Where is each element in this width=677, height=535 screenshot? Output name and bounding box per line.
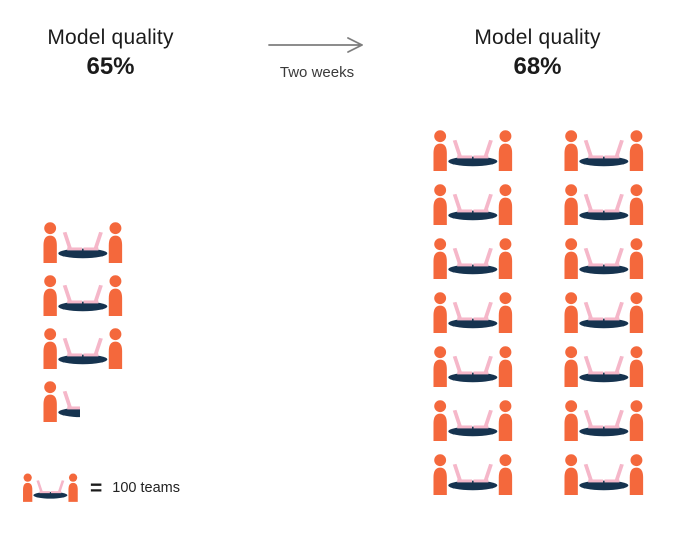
team-icon	[432, 398, 516, 444]
team-icon-partial	[42, 379, 80, 425]
arrow-label: Two weeks	[279, 64, 355, 81]
team-icon	[563, 344, 647, 390]
left-quality-value: 65%	[86, 53, 135, 80]
team-icon	[432, 128, 516, 174]
transition-block: Two weeks	[263, 36, 371, 81]
legend-label: 100 teams	[112, 480, 180, 496]
team-icon	[563, 236, 647, 282]
team-icon	[432, 344, 516, 390]
right-quality-value: 68%	[513, 53, 562, 80]
left-panel-header: Model quality 65%	[18, 26, 203, 81]
right-panel-header: Model quality 68%	[440, 26, 635, 81]
left-title: Model quality	[47, 26, 174, 49]
right-arrow-icon	[268, 37, 363, 53]
team-icon	[563, 182, 647, 228]
team-icon	[563, 398, 647, 444]
team-icon	[563, 290, 647, 336]
team-icon	[432, 236, 516, 282]
team-icon	[42, 220, 126, 266]
legend-team-icon	[22, 472, 80, 504]
right-title: Model quality	[474, 26, 601, 49]
team-icon	[432, 452, 516, 498]
equals-sign: =	[90, 476, 103, 500]
team-icon	[42, 273, 126, 319]
team-icon	[432, 182, 516, 228]
team-icon	[563, 452, 647, 498]
left-icon-group	[42, 220, 126, 425]
team-icon	[432, 290, 516, 336]
team-icon	[22, 472, 80, 504]
right-icon-grid	[432, 128, 647, 498]
team-icon	[563, 128, 647, 174]
legend: = 100 teams	[22, 472, 180, 504]
team-icon	[42, 326, 126, 372]
